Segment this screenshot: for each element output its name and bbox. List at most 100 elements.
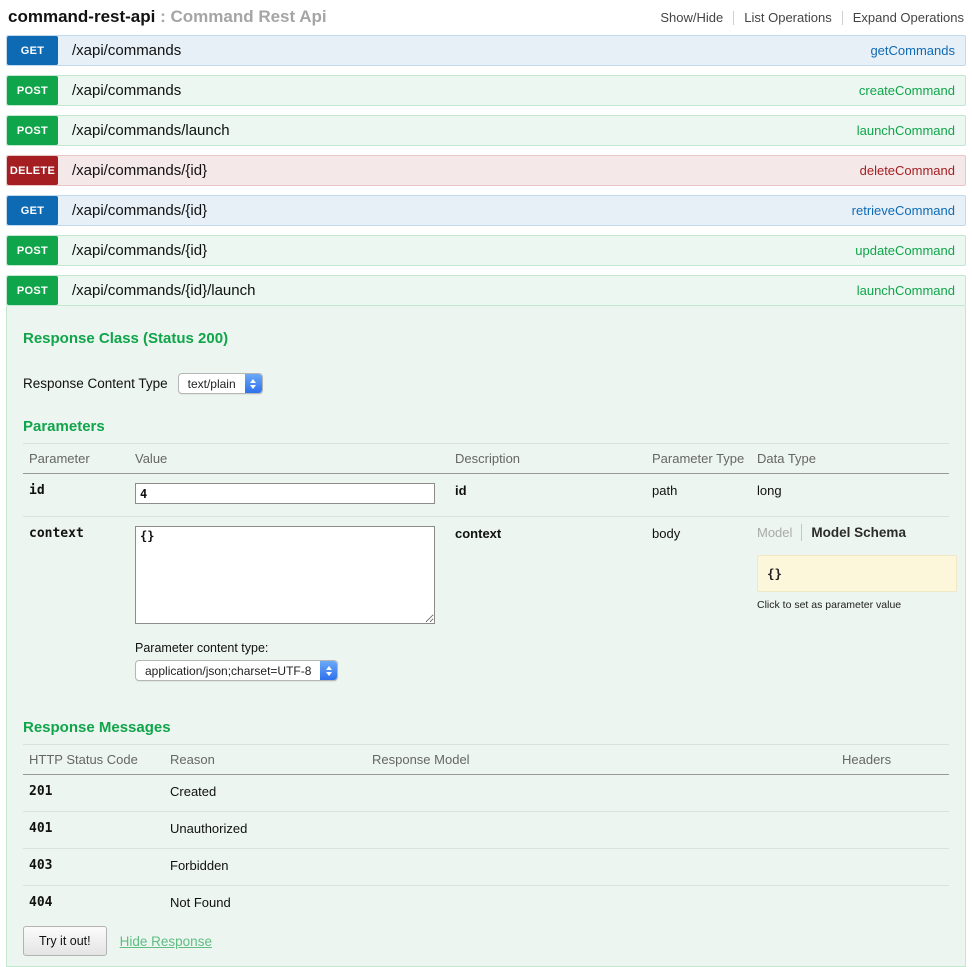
operation-detail-panel: Response Class (Status 200) Response Con…	[6, 306, 966, 967]
parameter-content-type-value: application/json;charset=UTF-8	[145, 663, 312, 678]
operation-row-create-command[interactable]: POST /xapi/commands createCommand	[6, 75, 966, 106]
model-tabs: Model Model Schema	[757, 524, 943, 541]
operation-nickname[interactable]: launchCommand	[856, 283, 955, 298]
response-row-401: 401 Unauthorized	[23, 811, 949, 849]
model-schema-snippet[interactable]: {}	[757, 555, 957, 592]
link-divider	[733, 10, 735, 25]
link-divider	[841, 10, 843, 25]
response-model-cell	[366, 886, 836, 923]
response-row-404: 404 Not Found	[23, 886, 949, 923]
param-description: id	[449, 473, 646, 517]
param-row-context: context {} Parameter content type: appli…	[23, 517, 957, 694]
parameter-content-type-label: Parameter content type:	[135, 641, 269, 655]
operation-path[interactable]: /xapi/commands/{id}	[72, 242, 208, 259]
select-stepper-icon	[244, 374, 262, 393]
select-stepper-icon	[320, 661, 338, 680]
headers-cell	[836, 848, 949, 886]
operation-nickname[interactable]: updateCommand	[855, 243, 955, 258]
operation-nickname[interactable]: launchCommand	[856, 123, 955, 138]
operation-path[interactable]: /xapi/commands	[72, 82, 182, 99]
parameters-table: Parameter Value Description Parameter Ty…	[23, 443, 957, 694]
api-description: Command Rest Api	[170, 7, 327, 26]
operation-row-delete-command[interactable]: DELETE /xapi/commands/{id} deleteCommand	[6, 155, 966, 186]
col-parameter-type: Parameter Type	[646, 443, 751, 474]
response-content-type-select[interactable]: text/plain	[177, 373, 263, 394]
operations-list: GET /xapi/commands getCommands POST /xap…	[6, 35, 966, 967]
title-separator: :	[155, 7, 171, 26]
tab-model[interactable]: Model	[757, 525, 793, 540]
response-content-type-label: Response Content Type	[23, 376, 168, 391]
response-row-403: 403 Forbidden	[23, 848, 949, 886]
operation-nickname[interactable]: getCommands	[870, 43, 955, 58]
response-row-201: 201 Created	[23, 774, 949, 812]
response-content-type-row: Response Content Type text/plain	[23, 373, 949, 394]
parameters-table-header-row: Parameter Value Description Parameter Ty…	[23, 443, 949, 474]
status-reason: Created	[164, 774, 366, 812]
method-badge: GET	[7, 36, 58, 65]
status-code: 201	[23, 774, 164, 812]
header-links: Show/Hide List Operations Expand Operati…	[660, 10, 964, 25]
response-model-cell	[366, 774, 836, 812]
headers-cell	[836, 774, 949, 812]
param-row-id: id id path long	[23, 473, 949, 517]
param-id-value-input[interactable]	[135, 483, 435, 504]
col-http-status-code: HTTP Status Code	[23, 744, 164, 775]
api-header: command-rest-api : Command Rest Api Show…	[6, 5, 966, 35]
param-context-value-textarea[interactable]: {}	[135, 526, 435, 624]
tab-model-schema[interactable]: Model Schema	[811, 525, 906, 540]
api-name: command-rest-api	[8, 7, 156, 26]
response-model-cell	[366, 848, 836, 886]
operation-path[interactable]: /xapi/commands	[72, 42, 182, 59]
method-badge: POST	[7, 276, 58, 305]
operation-nickname[interactable]: deleteCommand	[859, 163, 955, 178]
status-code: 401	[23, 811, 164, 849]
col-reason: Reason	[164, 744, 366, 775]
method-badge: DELETE	[7, 156, 58, 185]
operation-row-retrieve-command[interactable]: GET /xapi/commands/{id} retrieveCommand	[6, 195, 966, 226]
operation-row-launch-command-by-id[interactable]: POST /xapi/commands/{id}/launch launchCo…	[6, 275, 966, 306]
status-code: 404	[29, 895, 53, 910]
response-messages-heading: Response Messages	[23, 719, 171, 736]
operation-path[interactable]: /xapi/commands/{id}	[72, 162, 208, 179]
param-type: path	[646, 473, 751, 517]
method-badge: POST	[7, 116, 58, 145]
tab-divider	[801, 524, 803, 541]
headers-cell	[836, 886, 949, 923]
operation-path[interactable]: /xapi/commands/{id}/launch	[72, 282, 256, 299]
status-reason: Forbidden	[164, 848, 366, 886]
col-description: Description	[449, 443, 646, 474]
parameters-heading: Parameters	[23, 418, 105, 435]
operation-row-update-command[interactable]: POST /xapi/commands/{id} updateCommand	[6, 235, 966, 266]
response-class-heading: Response Class (Status 200)	[23, 330, 229, 347]
operation-row-launch-command[interactable]: POST /xapi/commands/launch launchCommand	[6, 115, 966, 146]
status-code: 403	[23, 848, 164, 886]
model-snippet-caption: Click to set as parameter value	[757, 599, 902, 611]
response-content-type-value: text/plain	[187, 376, 236, 391]
sandbox-footer: Try it out! Hide Response	[23, 926, 949, 956]
hide-response-link[interactable]: Hide Response	[119, 933, 212, 949]
col-parameter: Parameter	[23, 443, 129, 474]
operation-path[interactable]: /xapi/commands/launch	[72, 122, 230, 139]
show-hide-link[interactable]: Show/Hide	[660, 10, 724, 25]
page-title: command-rest-api : Command Rest Api	[8, 7, 327, 27]
response-model-cell	[366, 811, 836, 849]
col-headers: Headers	[836, 744, 949, 775]
try-it-out-button[interactable]: Try it out!	[23, 926, 107, 956]
status-reason: Not Found	[170, 895, 231, 910]
operation-nickname[interactable]: retrieveCommand	[851, 203, 955, 218]
method-badge: POST	[7, 76, 58, 105]
col-value: Value	[129, 443, 449, 474]
operation-row-get-commands[interactable]: GET /xapi/commands getCommands	[6, 35, 966, 66]
status-reason: Unauthorized	[164, 811, 366, 849]
operation-path[interactable]: /xapi/commands/{id}	[72, 202, 208, 219]
parameter-content-type-select[interactable]: application/json;charset=UTF-8	[135, 660, 339, 681]
headers-cell	[836, 811, 949, 849]
list-operations-link[interactable]: List Operations	[744, 10, 832, 25]
param-description: context	[455, 526, 502, 541]
col-response-model: Response Model	[366, 744, 836, 775]
param-type: body	[652, 526, 681, 541]
param-data-type: long	[751, 473, 949, 517]
operation-nickname[interactable]: createCommand	[858, 83, 955, 98]
expand-operations-link[interactable]: Expand Operations	[852, 10, 964, 25]
response-table-header-row: HTTP Status Code Reason Response Model H…	[23, 744, 949, 775]
